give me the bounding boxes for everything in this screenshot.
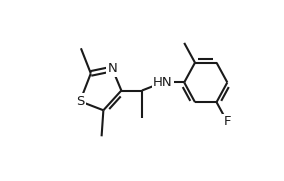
Text: N: N — [107, 62, 117, 75]
Text: S: S — [76, 95, 84, 108]
Text: F: F — [224, 115, 231, 129]
Text: HN: HN — [153, 76, 172, 89]
